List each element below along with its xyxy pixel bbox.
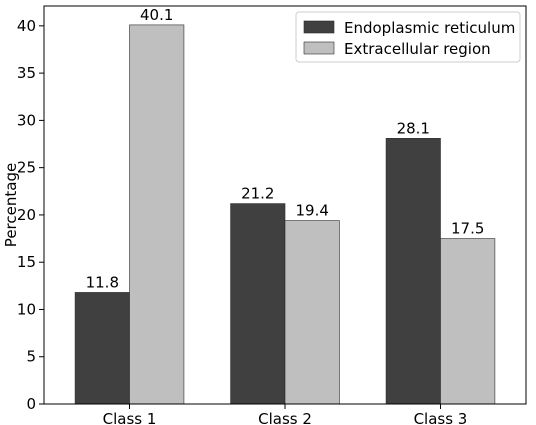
- y-tick-label: 35: [17, 64, 36, 82]
- y-axis-label: Percentage: [2, 163, 20, 247]
- x-axis: Class 1 Class 2 Class 3: [103, 404, 468, 425]
- legend-swatch: [303, 41, 335, 55]
- y-tick-label: 40: [17, 17, 36, 35]
- legend-entry: Endoplasmic reticulum: [344, 19, 515, 37]
- y-tick-label: 5: [26, 348, 36, 366]
- y-tick-label: 20: [17, 206, 36, 224]
- x-tick-label: Class 2: [258, 410, 312, 425]
- y-tick-label: 15: [17, 253, 36, 271]
- x-tick-label: Class 1: [103, 410, 157, 425]
- legend: Endoplasmic reticulum Extracellular regio…: [295, 11, 521, 63]
- x-tick-label: Class 3: [414, 410, 468, 425]
- plot-frame: [43, 5, 527, 405]
- bar-er-1: [74, 292, 130, 405]
- bars-group: [74, 24, 496, 405]
- legend-entry: Extracellular region: [344, 40, 491, 58]
- legend-box: [295, 11, 521, 63]
- data-label: 17.5: [451, 220, 484, 238]
- data-label: 19.4: [296, 202, 329, 220]
- bar-er-2: [230, 203, 286, 405]
- bar-ext-1: [129, 24, 185, 405]
- y-tick-label: 0: [26, 395, 36, 413]
- data-label: 28.1: [397, 119, 430, 137]
- bar-ext-3: [440, 238, 496, 405]
- data-label: 40.1: [140, 6, 173, 24]
- bar-ext-2: [284, 220, 340, 405]
- data-label: 11.8: [86, 273, 119, 291]
- y-tick-label: 25: [17, 159, 36, 177]
- y-tick-label: 30: [17, 111, 36, 129]
- bar-er-3: [385, 138, 441, 405]
- data-label: 21.2: [241, 185, 274, 203]
- y-axis: 0 5 10 15 20 25 30 35 40: [17, 17, 44, 413]
- data-labels-group: 11.8 40.1 21.2 19.4 28.1 17.5: [86, 6, 485, 292]
- legend-swatch: [303, 20, 335, 34]
- y-tick-label: 10: [17, 300, 36, 318]
